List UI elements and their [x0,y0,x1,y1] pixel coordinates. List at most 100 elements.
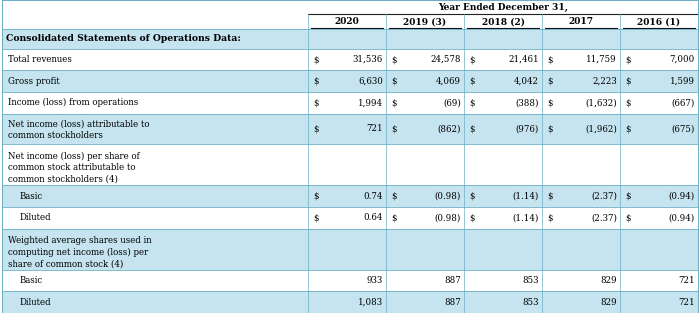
Text: $: $ [625,98,631,107]
Bar [2,291,698,313]
Text: $: $ [547,77,552,86]
Text: common stockholders (4): common stockholders (4) [8,175,118,184]
Text: $: $ [547,124,552,133]
Text: (0.98): (0.98) [435,213,461,222]
Bar [2,14,308,29]
Text: 4,069: 4,069 [436,77,461,86]
Text: $: $ [547,192,552,201]
Text: Gross profit: Gross profit [8,77,60,86]
Bar [2,207,698,228]
Bar [2,270,698,291]
Text: $: $ [547,213,552,222]
Text: computing net income (loss) per: computing net income (loss) per [8,248,148,257]
Bar [2,228,698,270]
Text: $: $ [391,55,396,64]
Text: $: $ [313,213,319,222]
Text: 2017: 2017 [568,17,594,26]
Text: Basic: Basic [20,192,43,201]
Text: $: $ [391,77,396,86]
Text: (69): (69) [443,98,461,107]
Text: (388): (388) [515,98,539,107]
Text: 21,461: 21,461 [508,55,539,64]
Text: (675): (675) [671,124,695,133]
Text: Net income (loss) attributable to: Net income (loss) attributable to [8,119,150,128]
Text: 829: 829 [601,298,617,307]
Text: $: $ [469,98,475,107]
Bar [2,29,698,49]
Text: 0.64: 0.64 [363,213,383,222]
Text: Income (loss) from operations: Income (loss) from operations [8,98,139,107]
Text: $: $ [625,192,631,201]
Text: $: $ [547,98,552,107]
Text: (1,962): (1,962) [585,124,617,133]
Text: (0.98): (0.98) [435,192,461,201]
Text: 829: 829 [601,276,617,285]
Text: common stock attributable to: common stock attributable to [8,163,136,172]
Text: (1.14): (1.14) [512,192,539,201]
Text: $: $ [469,213,475,222]
Text: 0.74: 0.74 [363,192,383,201]
Text: Weighted average shares used in: Weighted average shares used in [8,236,152,245]
Text: common stockholders: common stockholders [8,131,103,140]
Bar [2,144,698,185]
Text: $: $ [313,77,319,86]
Text: $: $ [469,124,475,133]
Text: (862): (862) [438,124,461,133]
Bar [308,0,698,14]
Text: $: $ [469,192,475,201]
Text: $: $ [625,55,631,64]
Text: 6,630: 6,630 [358,77,383,86]
Text: $: $ [391,98,396,107]
Text: $: $ [469,77,475,86]
Bar [2,0,698,14]
Text: 2019 (3): 2019 (3) [403,17,447,26]
Bar [2,185,698,207]
Text: $: $ [625,77,631,86]
Text: 11,759: 11,759 [587,55,617,64]
Text: Net income (loss) per share of: Net income (loss) per share of [8,151,140,161]
Text: (0.94): (0.94) [668,192,695,201]
Text: $: $ [313,98,319,107]
Text: (2.37): (2.37) [591,213,617,222]
Text: Year Ended December 31,: Year Ended December 31, [438,3,568,12]
Text: 2016 (1): 2016 (1) [638,17,680,26]
Bar [2,70,698,92]
Bar [308,14,698,29]
Text: 2,223: 2,223 [592,77,617,86]
Text: 933: 933 [367,276,383,285]
Text: Consolidated Statements of Operations Data:: Consolidated Statements of Operations Da… [6,34,241,44]
Text: 721: 721 [678,298,695,307]
Text: $: $ [391,213,396,222]
Text: 887: 887 [444,276,461,285]
Text: 721: 721 [678,276,695,285]
Text: 853: 853 [522,276,539,285]
Text: 7,000: 7,000 [670,55,695,64]
Text: Diluted: Diluted [20,213,52,222]
Text: 1,599: 1,599 [670,77,695,86]
Text: $: $ [625,124,631,133]
Text: (2.37): (2.37) [591,192,617,201]
Bar [2,114,698,144]
Text: $: $ [313,192,319,201]
Text: $: $ [625,213,631,222]
Text: $: $ [547,55,552,64]
Text: 2020: 2020 [335,17,359,26]
Text: 2018 (2): 2018 (2) [482,17,524,26]
Text: (1,632): (1,632) [585,98,617,107]
Text: Diluted: Diluted [20,298,52,307]
Text: 887: 887 [444,298,461,307]
Text: 4,042: 4,042 [514,77,539,86]
Text: $: $ [313,55,319,64]
Text: Basic: Basic [20,276,43,285]
Text: $: $ [313,124,319,133]
Bar [2,49,698,70]
Text: $: $ [469,55,475,64]
Text: 853: 853 [522,298,539,307]
Text: (976): (976) [516,124,539,133]
Text: share of common stock (4): share of common stock (4) [8,259,123,269]
Bar [2,92,698,114]
Text: Total revenues: Total revenues [8,55,72,64]
Text: 24,578: 24,578 [430,55,461,64]
Text: 721: 721 [366,124,383,133]
Text: $: $ [391,124,396,133]
